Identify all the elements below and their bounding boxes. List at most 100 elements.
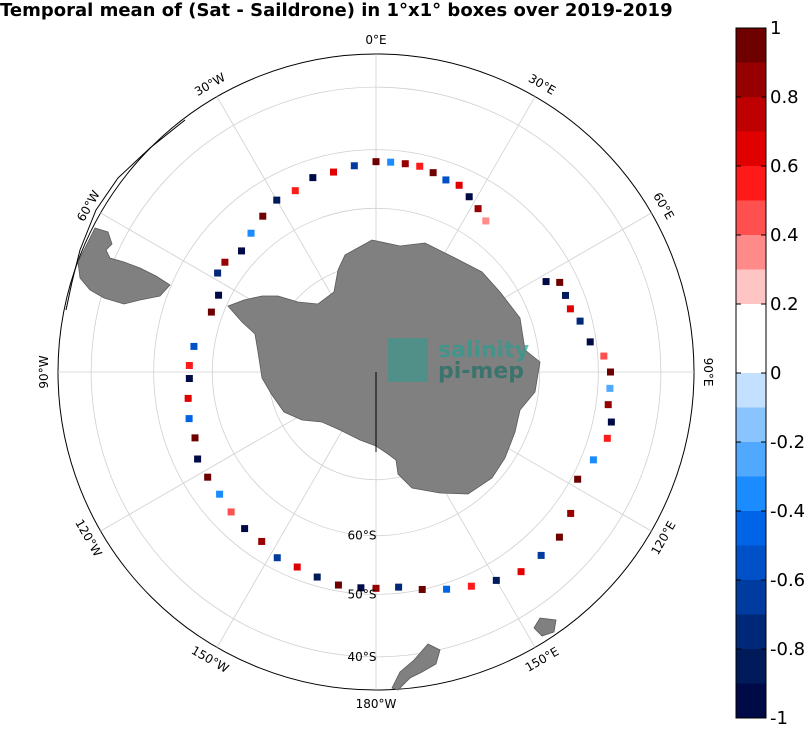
longitude-label: 90°E: [701, 358, 715, 387]
data-box: [291, 187, 299, 195]
colorbar-segment: [736, 131, 766, 167]
data-box: [372, 158, 380, 166]
colorbar-segment: [736, 476, 766, 512]
data-box: [589, 456, 597, 464]
colorbar-segment: [736, 304, 766, 339]
data-box: [258, 537, 266, 545]
colorbar-segment: [736, 200, 766, 236]
data-box: [586, 338, 594, 346]
data-box: [247, 229, 255, 237]
data-box: [372, 584, 380, 592]
data-box: [604, 401, 612, 409]
colorbar-segment: [736, 97, 766, 132]
tasmania-land: [533, 617, 557, 637]
colorbar-tick-label: -0.4: [770, 501, 805, 522]
longitude-label: 150°E: [523, 644, 562, 674]
colorbar-tick-label: -0.8: [770, 639, 805, 660]
data-box: [606, 368, 614, 376]
longitude-label: 150°W: [189, 643, 231, 676]
south-america-coast-line: [65, 119, 186, 311]
data-box: [603, 434, 611, 442]
longitude-label: 180°W: [356, 697, 397, 711]
antarctica-land: [227, 239, 541, 495]
data-box: [215, 291, 223, 299]
data-box: [293, 563, 301, 571]
data-box: [429, 169, 437, 177]
data-box: [221, 258, 229, 266]
longitude-label: 30°W: [192, 70, 228, 99]
data-box: [184, 394, 192, 402]
data-box: [482, 217, 490, 225]
data-box: [576, 317, 584, 325]
data-box: [542, 278, 550, 286]
data-box: [357, 584, 365, 592]
data-box: [492, 576, 500, 584]
colorbar-tick-label: 0: [770, 363, 781, 384]
data-box: [537, 551, 545, 559]
data-box: [350, 162, 358, 170]
data-box: [309, 174, 317, 182]
data-box: [238, 247, 246, 255]
colorbar-segment: [736, 614, 766, 650]
data-box: [273, 196, 281, 204]
colorbar-segment: [736, 166, 766, 201]
data-box: [216, 490, 224, 498]
map-title: Temporal mean of (Sat - Saildrone) in 1°…: [0, 0, 673, 21]
data-box: [241, 525, 249, 533]
data-box: [313, 573, 321, 581]
longitude-label: 120°W: [72, 517, 105, 559]
data-box: [607, 418, 615, 426]
data-box: [395, 583, 403, 591]
colorbar-tick-label: 1: [770, 18, 781, 39]
latitude-label: 40°S: [348, 650, 377, 664]
colorbar: 1 0.8 0.6 0.4 0.2 0 -0.2 -0.4 -0.6 -0.8 -1: [735, 18, 805, 729]
colorbar-tick-label: -1: [770, 708, 788, 729]
meridian-line: [216, 418, 350, 648]
data-box: [600, 352, 608, 360]
colorbar-tick-label: -0.6: [770, 570, 805, 591]
colorbar-segment: [736, 235, 766, 270]
data-box: [191, 434, 199, 442]
colorbar-segment: [736, 269, 766, 305]
longitude-label: 0°E: [365, 33, 386, 47]
new-zealand-land: [391, 643, 441, 691]
colorbar-segment: [736, 511, 766, 546]
colorbar-tick-label: 0.4: [770, 225, 799, 246]
colorbar-segment: [736, 580, 766, 615]
data-boxes: [184, 158, 615, 593]
colorbar-segment: [736, 62, 766, 98]
logo-text-line1: salinity: [438, 338, 529, 363]
data-box: [330, 168, 338, 176]
meridian-line: [216, 96, 350, 326]
data-box: [556, 278, 564, 286]
longitude-label: 90°W: [37, 355, 51, 388]
south-america-land: [77, 227, 171, 305]
colorbar-tick-label: 0.8: [770, 87, 799, 108]
data-box: [555, 533, 563, 541]
data-box: [467, 582, 475, 590]
data-box: [474, 205, 482, 213]
colorbar-segment: [736, 649, 766, 684]
data-box: [259, 212, 267, 220]
data-box: [190, 342, 198, 350]
land-masses: [65, 119, 557, 691]
data-box: [185, 361, 193, 369]
data-box: [443, 585, 451, 593]
data-box: [214, 269, 222, 277]
data-box: [566, 305, 574, 313]
data-box: [334, 581, 342, 589]
colorbar-segment: [736, 683, 766, 719]
colorbar-segment: [736, 338, 766, 374]
data-box: [517, 568, 525, 576]
meridian-line: [100, 398, 330, 532]
data-box: [416, 162, 424, 170]
colorbar-segment: [736, 442, 766, 477]
longitude-label: 120°E: [648, 519, 678, 558]
data-box: [606, 384, 614, 392]
colorbar-segment: [736, 373, 766, 408]
colorbar-segment: [736, 545, 766, 581]
latitude-label: 60°S: [348, 529, 377, 543]
data-box: [401, 160, 409, 168]
data-box: [455, 181, 463, 189]
